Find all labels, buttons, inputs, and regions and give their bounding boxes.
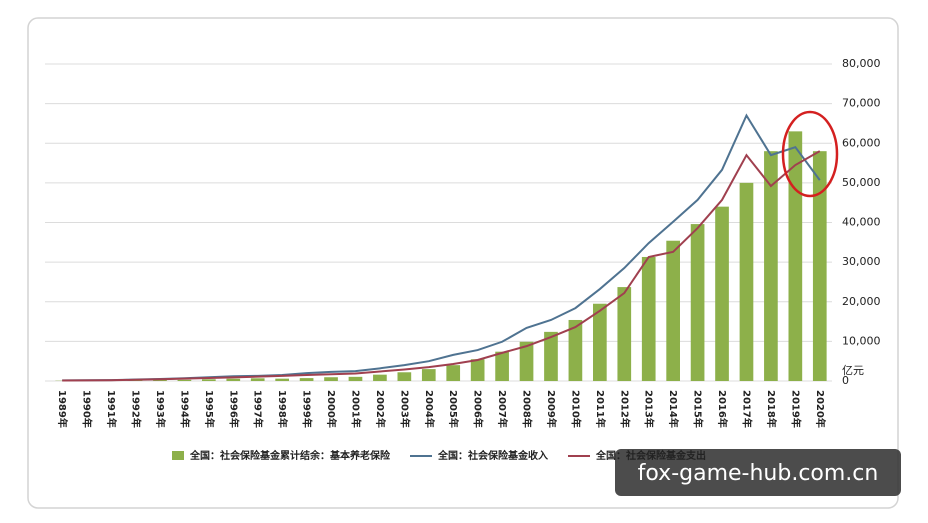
x-tick-label: 2006年 [472,390,485,428]
legend-label: 全国：社会保险基金累计结余：基本养老保险 [189,449,391,462]
y-tick-label: 50,000 [842,176,881,189]
bar [470,359,485,381]
y-tick-label: 80,000 [842,57,881,70]
x-tick-label: 2016年 [716,390,729,428]
x-tick-label: 1991年 [105,390,118,428]
bar [715,206,729,381]
bar [226,378,241,381]
bar [153,379,167,381]
x-tick-label: 2013年 [643,390,656,428]
x-tick-label: 1997年 [252,390,265,428]
legend-swatch [172,451,184,460]
y-tick-label: 70,000 [842,97,881,110]
y-tick-label: 40,000 [842,216,881,229]
plot-area: 0 10,000 20,000 30,000 40,000 50,000 60,000 70,… [45,57,881,428]
x-tick-label: 2003年 [398,390,411,428]
bar [446,365,461,381]
y-tick-label: 0 [842,374,849,387]
x-tick-label: 1996年 [227,390,240,428]
y-tick-label: 20,000 [842,295,881,308]
x-tick-label: 1993年 [154,390,167,428]
x-tick-label: 1995年 [203,390,216,428]
watermark-box [615,449,901,496]
bar [495,351,509,381]
x-tick-label: 2008年 [521,390,534,428]
x-tick-label: 1994年 [178,390,191,428]
line [62,150,821,382]
bar [641,256,656,381]
bar [690,224,705,381]
y-tick-label: 30,000 [842,255,881,268]
x-tick-label: 2009年 [545,390,558,428]
x-tick-label: 1999年 [301,390,314,428]
y-unit: 亿元 [842,364,864,377]
bar [617,287,632,381]
bar [177,379,192,381]
x-tick-label: 2007年 [496,390,509,428]
x-tick-label: 1998年 [276,390,289,428]
x-tick-label: 2010年 [569,390,582,428]
x-tick-label: 1992年 [130,390,143,428]
bar [275,378,289,381]
x-tick-label: 2005年 [447,390,460,428]
x-tick-label: 2014年 [667,390,680,428]
bar [812,151,827,381]
bar [568,319,583,381]
x-tick-label: 2012年 [618,390,631,428]
bar [666,240,680,381]
bar [739,182,754,381]
x-tick-label: 2019年 [789,390,802,428]
x-tick-label: 2001年 [349,390,362,428]
bar [544,331,558,381]
y-tick-label: 10,000 [842,334,881,347]
y-tick-label: 60,000 [842,136,881,149]
bar [397,372,412,381]
bar [250,378,265,381]
x-tick-label: 2017年 [740,390,753,428]
bar [348,376,363,381]
bar [324,377,338,381]
frame [27,17,899,509]
x-tick-label: 2020年 [814,390,827,428]
x-tick-label: 2004年 [423,390,436,428]
legend-label: 全国：社会保险基金收入 [437,449,548,462]
bar [299,378,314,381]
legend-label: 全国：社会保险基金支出 [595,449,706,462]
bar [373,374,387,381]
highlight-ellipse [781,110,839,198]
bar [593,303,607,381]
x-tick-label: 2015年 [692,390,705,428]
x-tick-label: 1990年 [81,390,94,428]
bar [519,341,534,381]
x-tick-label: 2011年 [594,390,607,428]
x-tick-label: 2002年 [374,390,387,428]
bar [764,151,778,381]
x-tick-label: 1989年 [56,390,69,428]
legend: 全国：社会保险基金累计结余：基本养老保险 全国：社会保险基金收入 全国：社会保险基金… [172,449,706,462]
x-tick-label: 2000年 [325,390,338,428]
bar [421,369,436,381]
bar [202,379,216,381]
watermark: fox-game-hub.com.cn [638,461,879,486]
x-tick-label: 2018年 [765,390,778,428]
